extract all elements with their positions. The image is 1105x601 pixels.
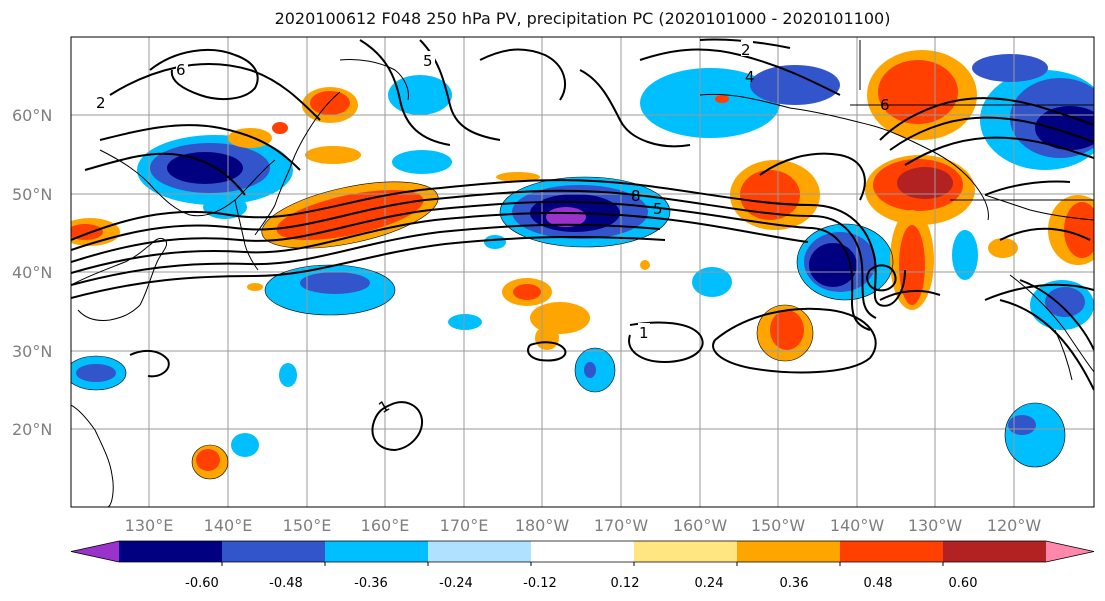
colorbar-tick-label: -0.12 bbox=[523, 576, 557, 591]
colorbar-segment bbox=[428, 541, 532, 562]
colorbar-segment bbox=[325, 541, 429, 562]
lon-label: 150°W bbox=[751, 516, 806, 535]
colorbar-segment bbox=[531, 541, 635, 562]
map-title: 2020100612 F048 250 hPa PV, precipitatio… bbox=[274, 9, 891, 28]
colorbar-tick-label: 0.36 bbox=[780, 576, 809, 591]
contour-label: 6 bbox=[176, 61, 186, 79]
contour-label: 6 bbox=[880, 96, 890, 114]
colorbar-segment bbox=[222, 541, 326, 562]
lon-label: 130°E bbox=[125, 516, 174, 535]
lat-label: 60°N bbox=[12, 106, 52, 125]
lat-label: 50°N bbox=[12, 185, 52, 204]
pv-contours bbox=[71, 38, 1094, 452]
colorbar-tick-label: 0.48 bbox=[864, 576, 893, 591]
lon-label: 130°W bbox=[908, 516, 963, 535]
coastlines bbox=[71, 40, 1094, 507]
lon-label: 160°E bbox=[361, 516, 410, 535]
latitude-labels: 60°N 50°N 40°N 30°N 20°N bbox=[12, 106, 52, 439]
contour-label: 2 bbox=[96, 94, 106, 112]
lon-label: 140°E bbox=[204, 516, 253, 535]
longitude-labels: 130°E 140°E 150°E 160°E 170°E 180°W 170°… bbox=[125, 516, 1042, 535]
colorbar-ticks: -0.60 -0.48 -0.36 -0.24 -0.12 0.12 0.24 … bbox=[185, 576, 977, 591]
shading-outlines bbox=[71, 176, 1066, 480]
contour-label: 4 bbox=[745, 68, 755, 86]
colorbar-segment bbox=[840, 541, 944, 562]
contour-label: 8 bbox=[631, 187, 641, 205]
lon-label: 140°W bbox=[830, 516, 885, 535]
lon-label: 160°W bbox=[673, 516, 728, 535]
colorbar-segment bbox=[737, 541, 841, 562]
colorbar-tick-label: 0.24 bbox=[695, 576, 724, 591]
colorbar-segment bbox=[634, 541, 738, 562]
colorbar-segment bbox=[119, 541, 223, 562]
lon-label: 170°E bbox=[440, 516, 489, 535]
lat-label: 40°N bbox=[12, 263, 52, 282]
colorbar bbox=[70, 540, 1095, 566]
colorbar-tick-label: -0.60 bbox=[185, 576, 219, 591]
colorbar-segment bbox=[943, 541, 1047, 562]
colorbar-tick-label: -0.36 bbox=[354, 576, 388, 591]
contour-label: 5 bbox=[653, 200, 663, 218]
colorbar-outline bbox=[70, 540, 1095, 563]
contour-label: 2 bbox=[741, 41, 751, 59]
lon-label: 150°E bbox=[283, 516, 332, 535]
colorbar-extend-min bbox=[71, 541, 119, 562]
lon-label: 180°W bbox=[515, 516, 570, 535]
lon-label: 170°W bbox=[594, 516, 649, 535]
colorbar-tick-label: 0.60 bbox=[949, 576, 978, 591]
colorbar-extend-max bbox=[1046, 541, 1094, 562]
lat-label: 20°N bbox=[12, 420, 52, 439]
colorbar-tick-label: 0.12 bbox=[611, 576, 640, 591]
colorbar-tick-label: -0.24 bbox=[439, 576, 473, 591]
lat-label: 30°N bbox=[12, 342, 52, 361]
lon-label: 120°W bbox=[987, 516, 1042, 535]
contour-label: 5 bbox=[423, 52, 433, 70]
colorbar-tick-label: -0.48 bbox=[269, 576, 303, 591]
contour-label: 1 bbox=[639, 324, 649, 342]
map-border bbox=[70, 36, 1095, 508]
